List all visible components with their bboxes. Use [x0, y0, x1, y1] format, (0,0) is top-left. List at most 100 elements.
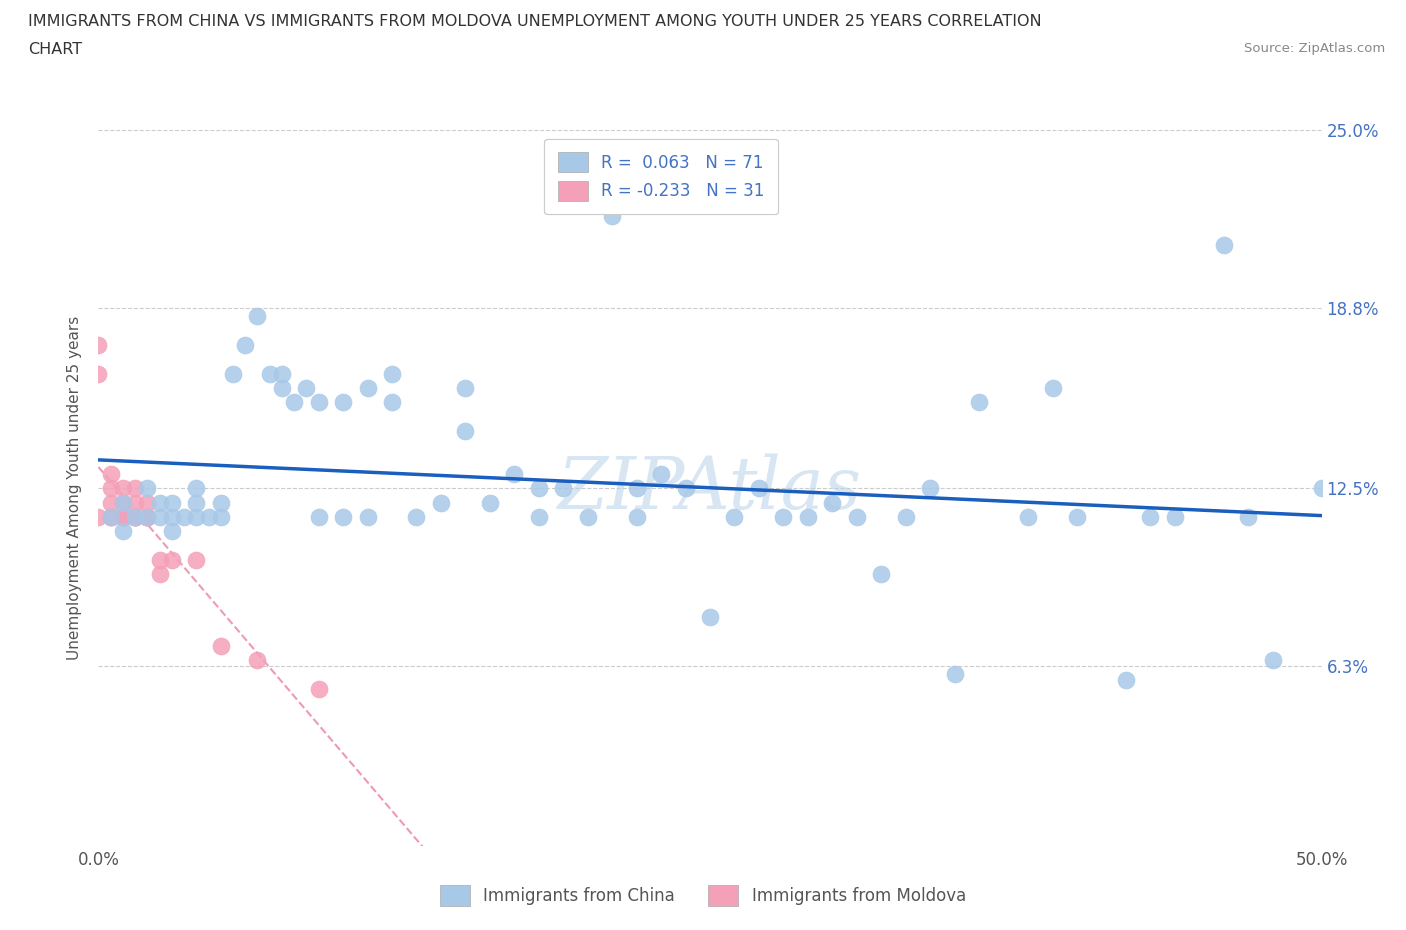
- Point: [149, 495, 172, 510]
- Point: [111, 510, 134, 525]
- Point: [626, 510, 648, 525]
- Point: [1261, 653, 1284, 668]
- Point: [454, 380, 477, 395]
- Point: [233, 338, 256, 352]
- Point: [381, 395, 404, 410]
- Point: [246, 653, 269, 668]
- Point: [136, 510, 159, 525]
- Point: [650, 467, 672, 482]
- Point: [100, 481, 122, 496]
- Point: [160, 495, 183, 510]
- Point: [160, 510, 183, 525]
- Point: [845, 510, 868, 525]
- Point: [111, 495, 134, 510]
- Point: [576, 510, 599, 525]
- Point: [160, 552, 183, 567]
- Point: [87, 338, 110, 352]
- Point: [209, 638, 232, 653]
- Point: [1310, 481, 1333, 496]
- Point: [454, 423, 477, 438]
- Point: [675, 481, 697, 496]
- Point: [222, 366, 245, 381]
- Point: [87, 510, 110, 525]
- Point: [600, 208, 623, 223]
- Point: [1212, 237, 1234, 252]
- Point: [626, 481, 648, 496]
- Text: CHART: CHART: [28, 42, 82, 57]
- Point: [797, 510, 820, 525]
- Point: [308, 682, 330, 697]
- Point: [173, 510, 195, 525]
- Point: [209, 495, 232, 510]
- Point: [699, 610, 721, 625]
- Point: [283, 395, 305, 410]
- Point: [124, 481, 146, 496]
- Point: [1139, 510, 1161, 525]
- Point: [100, 510, 122, 525]
- Text: Source: ZipAtlas.com: Source: ZipAtlas.com: [1244, 42, 1385, 55]
- Point: [1017, 510, 1039, 525]
- Point: [723, 510, 745, 525]
- Point: [149, 510, 172, 525]
- Point: [478, 495, 501, 510]
- Point: [186, 552, 208, 567]
- Point: [356, 510, 378, 525]
- Point: [160, 524, 183, 538]
- Point: [100, 510, 122, 525]
- Point: [136, 495, 159, 510]
- Point: [100, 510, 122, 525]
- Point: [124, 510, 146, 525]
- Point: [1042, 380, 1064, 395]
- Point: [111, 495, 134, 510]
- Point: [186, 495, 208, 510]
- Point: [136, 481, 159, 496]
- Point: [527, 481, 550, 496]
- Point: [332, 510, 354, 525]
- Point: [111, 495, 134, 510]
- Point: [527, 510, 550, 525]
- Point: [136, 510, 159, 525]
- Legend: R =  0.063   N = 71, R = -0.233   N = 31: R = 0.063 N = 71, R = -0.233 N = 31: [544, 139, 778, 214]
- Point: [270, 366, 294, 381]
- Point: [111, 481, 134, 496]
- Point: [1066, 510, 1088, 525]
- Point: [943, 667, 966, 682]
- Y-axis label: Unemployment Among Youth under 25 years: Unemployment Among Youth under 25 years: [67, 316, 83, 660]
- Point: [136, 510, 159, 525]
- Point: [870, 566, 893, 581]
- Text: IMMIGRANTS FROM CHINA VS IMMIGRANTS FROM MOLDOVA UNEMPLOYMENT AMONG YOUTH UNDER : IMMIGRANTS FROM CHINA VS IMMIGRANTS FROM…: [28, 14, 1042, 29]
- Point: [295, 380, 318, 395]
- Point: [1164, 510, 1187, 525]
- Point: [308, 395, 330, 410]
- Point: [124, 510, 146, 525]
- Point: [124, 510, 146, 525]
- Point: [197, 510, 219, 525]
- Point: [772, 510, 794, 525]
- Point: [186, 481, 208, 496]
- Point: [967, 395, 990, 410]
- Point: [894, 510, 917, 525]
- Point: [186, 510, 208, 525]
- Point: [209, 510, 232, 525]
- Point: [136, 510, 159, 525]
- Point: [405, 510, 427, 525]
- Point: [1115, 672, 1137, 687]
- Point: [332, 395, 354, 410]
- Point: [246, 309, 269, 324]
- Text: ZIPAtlas: ZIPAtlas: [558, 453, 862, 524]
- Point: [111, 510, 134, 525]
- Point: [503, 467, 526, 482]
- Point: [111, 510, 134, 525]
- Point: [124, 495, 146, 510]
- Legend: Immigrants from China, Immigrants from Moldova: Immigrants from China, Immigrants from M…: [433, 879, 973, 912]
- Point: [430, 495, 453, 510]
- Point: [1237, 510, 1260, 525]
- Point: [821, 495, 844, 510]
- Point: [149, 566, 172, 581]
- Point: [259, 366, 281, 381]
- Point: [100, 495, 122, 510]
- Point: [124, 510, 146, 525]
- Point: [381, 366, 404, 381]
- Point: [748, 481, 770, 496]
- Point: [111, 524, 134, 538]
